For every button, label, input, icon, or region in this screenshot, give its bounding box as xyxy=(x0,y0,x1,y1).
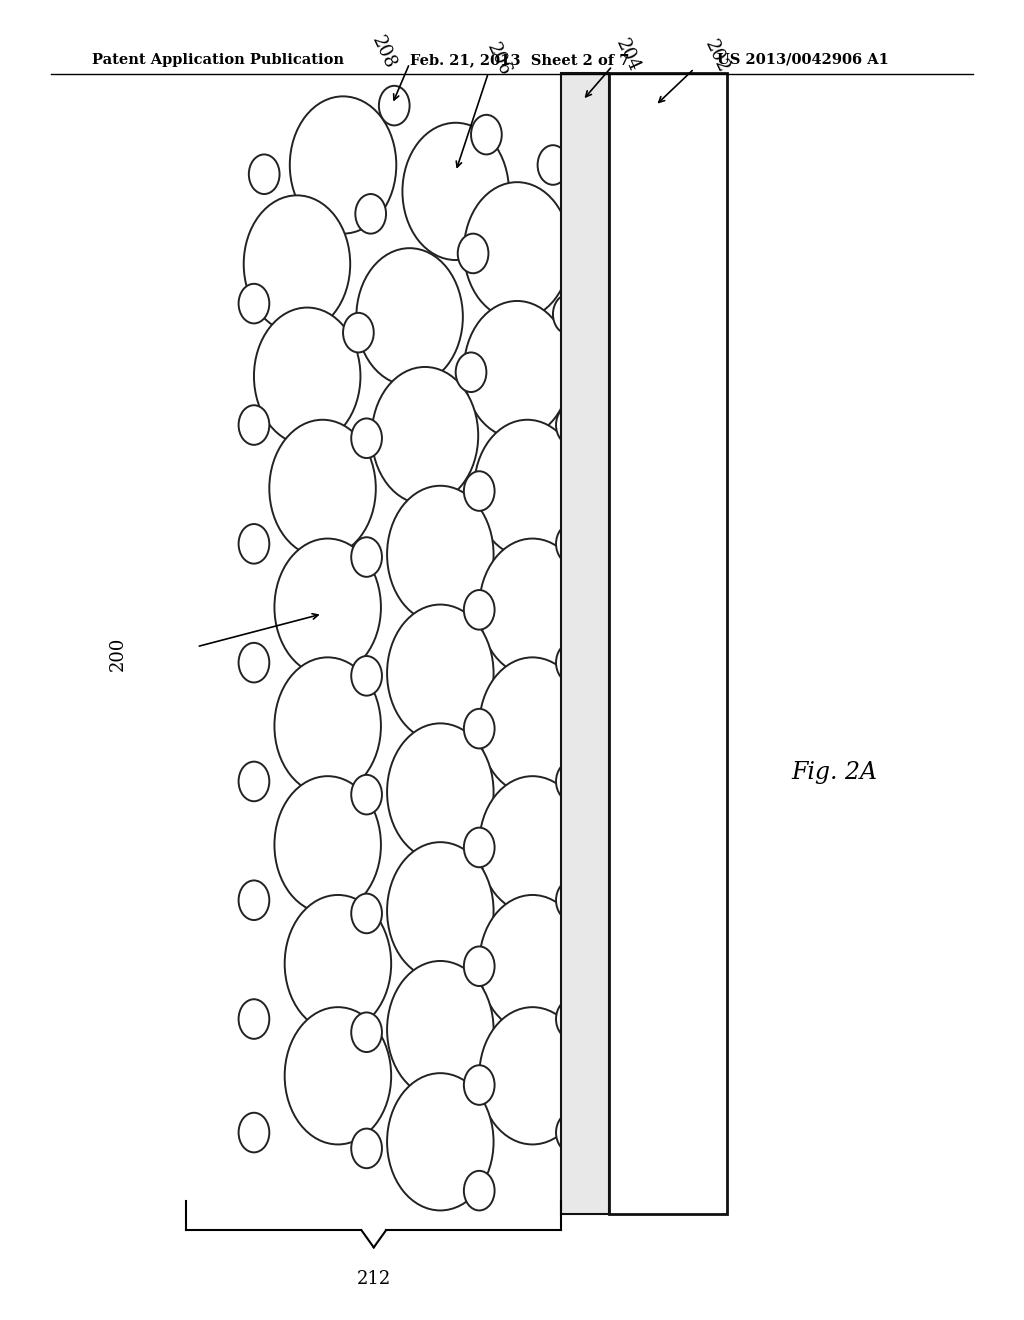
Text: 200: 200 xyxy=(109,636,127,671)
Circle shape xyxy=(471,115,502,154)
Circle shape xyxy=(355,194,386,234)
Circle shape xyxy=(387,961,494,1098)
Circle shape xyxy=(479,895,586,1032)
Circle shape xyxy=(356,248,463,385)
Circle shape xyxy=(387,1073,494,1210)
Text: Patent Application Publication: Patent Application Publication xyxy=(92,53,344,67)
Circle shape xyxy=(464,709,495,748)
Circle shape xyxy=(479,539,586,676)
Circle shape xyxy=(379,86,410,125)
Circle shape xyxy=(285,895,391,1032)
Text: Feb. 21, 2013  Sheet 2 of 7: Feb. 21, 2013 Sheet 2 of 7 xyxy=(410,53,629,67)
Circle shape xyxy=(556,999,587,1039)
Circle shape xyxy=(456,352,486,392)
Circle shape xyxy=(556,762,587,801)
Circle shape xyxy=(464,471,495,511)
Circle shape xyxy=(239,643,269,682)
Circle shape xyxy=(479,657,586,795)
Text: 202: 202 xyxy=(701,37,732,77)
Circle shape xyxy=(464,828,495,867)
Circle shape xyxy=(387,486,494,623)
Circle shape xyxy=(387,842,494,979)
Circle shape xyxy=(402,123,509,260)
Circle shape xyxy=(274,657,381,795)
Circle shape xyxy=(464,182,570,319)
Circle shape xyxy=(372,367,478,504)
Circle shape xyxy=(351,537,382,577)
Circle shape xyxy=(239,405,269,445)
Circle shape xyxy=(351,418,382,458)
Text: 208: 208 xyxy=(369,33,399,73)
Circle shape xyxy=(556,524,587,564)
Circle shape xyxy=(269,420,376,557)
Circle shape xyxy=(239,284,269,323)
Bar xyxy=(561,73,609,1214)
Circle shape xyxy=(274,539,381,676)
Circle shape xyxy=(553,294,584,334)
Circle shape xyxy=(464,1065,495,1105)
Circle shape xyxy=(254,308,360,445)
Circle shape xyxy=(556,405,587,445)
Circle shape xyxy=(556,643,587,682)
Bar xyxy=(609,73,727,1214)
Circle shape xyxy=(351,775,382,814)
Circle shape xyxy=(458,234,488,273)
Circle shape xyxy=(464,590,495,630)
Circle shape xyxy=(538,145,568,185)
Circle shape xyxy=(387,605,494,742)
Circle shape xyxy=(239,999,269,1039)
Circle shape xyxy=(343,313,374,352)
Text: Fig. 2A: Fig. 2A xyxy=(792,760,878,784)
Circle shape xyxy=(351,1129,382,1168)
Circle shape xyxy=(249,154,280,194)
Circle shape xyxy=(474,420,581,557)
Circle shape xyxy=(239,524,269,564)
Circle shape xyxy=(351,1012,382,1052)
Circle shape xyxy=(556,880,587,920)
Circle shape xyxy=(387,723,494,861)
Circle shape xyxy=(239,880,269,920)
Circle shape xyxy=(479,776,586,913)
Circle shape xyxy=(351,656,382,696)
Circle shape xyxy=(464,301,570,438)
Text: 204: 204 xyxy=(612,36,643,75)
Circle shape xyxy=(244,195,350,333)
Circle shape xyxy=(464,946,495,986)
Circle shape xyxy=(290,96,396,234)
Circle shape xyxy=(351,894,382,933)
Circle shape xyxy=(556,1113,587,1152)
Text: 206: 206 xyxy=(483,40,514,79)
Circle shape xyxy=(274,776,381,913)
Circle shape xyxy=(285,1007,391,1144)
Circle shape xyxy=(464,1171,495,1210)
Text: 212: 212 xyxy=(356,1270,391,1288)
Circle shape xyxy=(239,1113,269,1152)
Text: US 2013/0042906 A1: US 2013/0042906 A1 xyxy=(717,53,889,67)
Circle shape xyxy=(239,762,269,801)
Circle shape xyxy=(479,1007,586,1144)
